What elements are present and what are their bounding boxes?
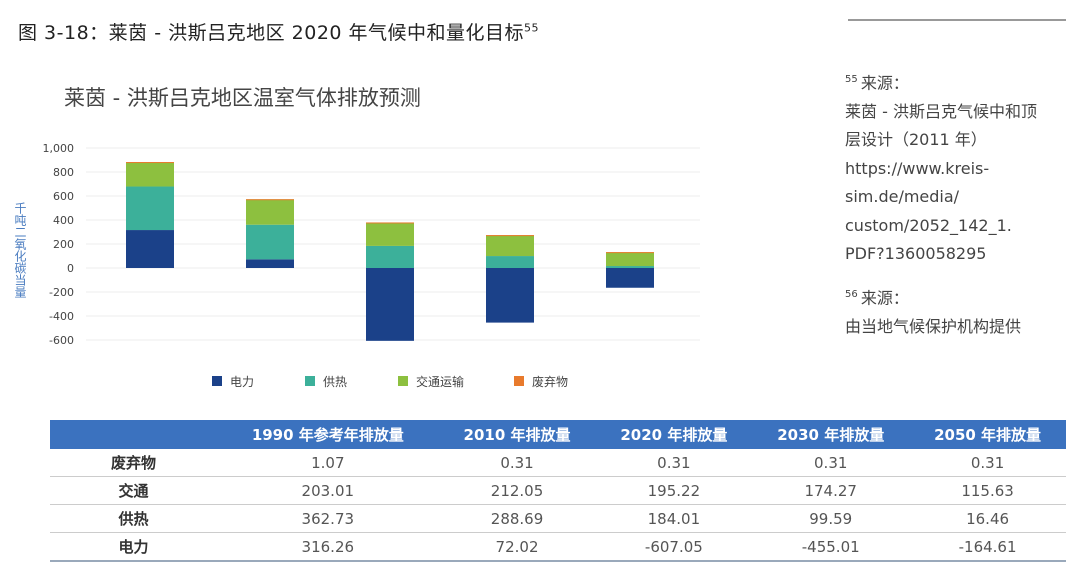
bar-segment	[606, 266, 654, 268]
footnote-header: 56 来源：	[845, 288, 909, 308]
footnote-line: 由当地气候保护机构提供	[845, 316, 1022, 336]
y-axis-label: 千吨二氧化碳当量	[13, 202, 27, 298]
column-header: 1990 年参考年排放量	[217, 420, 439, 449]
bar-segment	[366, 268, 414, 341]
table-cell: 0.31	[595, 449, 753, 477]
table-cell: -164.61	[909, 532, 1066, 562]
bar-segment	[606, 252, 654, 254]
row-label: 废弃物	[50, 449, 217, 477]
divider	[848, 19, 1066, 21]
footnote-line: custom/2052_142_1.	[845, 215, 1012, 235]
column-header: 2020 年排放量	[595, 420, 753, 449]
y-tick-label: -200	[49, 286, 74, 299]
table-row: 交通 203.01 212.05 195.22 174.27 115.63	[50, 476, 1066, 505]
table-row: 电力 316.26 72.02 -607.05 -455.01 -164.61	[50, 532, 1066, 562]
chart: 1,000 800 600 400 200 0 -200 -400 -600 千吨二氧化碳当量电力…	[13, 142, 700, 389]
y-tick-label: 1,000	[43, 142, 75, 155]
table-cell: 0.31	[909, 449, 1066, 477]
table-cell: 362.73	[217, 504, 439, 533]
bar-segment	[366, 245, 414, 268]
legend-swatch	[398, 376, 408, 386]
table-cell: 115.63	[909, 476, 1066, 505]
table-cell: 0.31	[752, 449, 910, 477]
bar-segment	[126, 162, 174, 164]
bar-segment	[246, 224, 294, 260]
bar-segment	[246, 259, 294, 268]
bar-segment	[486, 268, 534, 323]
y-tick-label: -400	[49, 310, 74, 323]
footnote-line: PDF?1360058295	[845, 244, 987, 264]
bar-segment	[246, 199, 294, 201]
table-cell: 174.27	[752, 476, 910, 505]
chart-title: 莱茵 - 洪斯吕克地区温室气体排放预测	[64, 86, 421, 110]
bar-segment	[366, 222, 414, 224]
y-tick-label: 0	[67, 262, 74, 275]
bar-segment	[606, 268, 654, 288]
footnotes: 55 来源： 莱茵 - 洪斯吕克气候中和顶 层设计（2011 年） https://w…	[845, 66, 1075, 341]
column-header: 2050 年排放量	[909, 420, 1066, 449]
legend-label: 废弃物	[532, 374, 568, 389]
column-header: 2010 年排放量	[438, 420, 596, 449]
table-cell: -607.05	[595, 532, 753, 562]
legend-label: 交通运输	[416, 374, 464, 389]
y-tick-label: -600	[49, 334, 74, 347]
bar-segment	[486, 235, 534, 257]
table-cell: 212.05	[438, 476, 596, 505]
column-header	[50, 420, 217, 449]
footnote-header: 55 来源：	[845, 73, 909, 93]
row-label: 供热	[50, 504, 217, 533]
bar-segment	[486, 235, 534, 237]
row-label: 交通	[50, 476, 217, 505]
table-cell: 0.31	[438, 449, 596, 477]
bar-segment	[366, 222, 414, 246]
table-cell: -455.01	[752, 532, 910, 562]
y-tick-label: 400	[53, 214, 74, 227]
footnote-line: 层设计（2011 年）	[845, 130, 987, 150]
data-table: 1990 年参考年排放量 2010 年排放量 2020 年排放量 2030 年排放量 2…	[50, 420, 1066, 562]
legend-swatch	[514, 376, 524, 386]
column-header: 2030 年排放量	[752, 420, 910, 449]
legend-swatch	[305, 376, 315, 386]
y-tick-label: 600	[53, 190, 74, 203]
table-cell: 1.07	[217, 449, 439, 477]
table-row: 废弃物 1.07 0.31 0.31 0.31 0.31	[50, 449, 1066, 477]
legend-label: 供热	[323, 375, 347, 389]
y-tick-label: 200	[53, 238, 74, 251]
legend-label: 电力	[230, 375, 254, 389]
bar-segment	[126, 162, 174, 187]
footnote-line: 莱茵 - 洪斯吕克气候中和顶	[845, 101, 1037, 121]
table-cell: 16.46	[909, 504, 1066, 533]
y-tick-label: 800	[53, 166, 74, 179]
bar-segment	[126, 230, 174, 268]
table-cell: 72.02	[438, 532, 596, 562]
table-cell: 195.22	[595, 476, 753, 505]
legend-swatch	[212, 376, 222, 386]
table-cell: 184.01	[595, 504, 753, 533]
table-cell: 203.01	[217, 476, 439, 505]
bar-segment	[246, 199, 294, 225]
table-cell: 288.69	[438, 504, 596, 533]
bar-segment	[126, 186, 174, 231]
footnote-line: sim.de/media/	[845, 187, 960, 207]
bar-segment	[486, 256, 534, 268]
bar-segment	[606, 252, 654, 267]
footnote-line[interactable]: https://www.kreis-	[845, 158, 990, 178]
table-cell: 99.59	[752, 504, 910, 533]
table-cell: 316.26	[217, 532, 439, 562]
figure-title: 图 3-18：莱茵 - 洪斯吕克地区 2020 年气候中和量化目标55	[18, 21, 540, 44]
table-row: 供热 362.73 288.69 184.01 99.59 16.46	[50, 504, 1066, 533]
row-label: 电力	[50, 532, 217, 562]
